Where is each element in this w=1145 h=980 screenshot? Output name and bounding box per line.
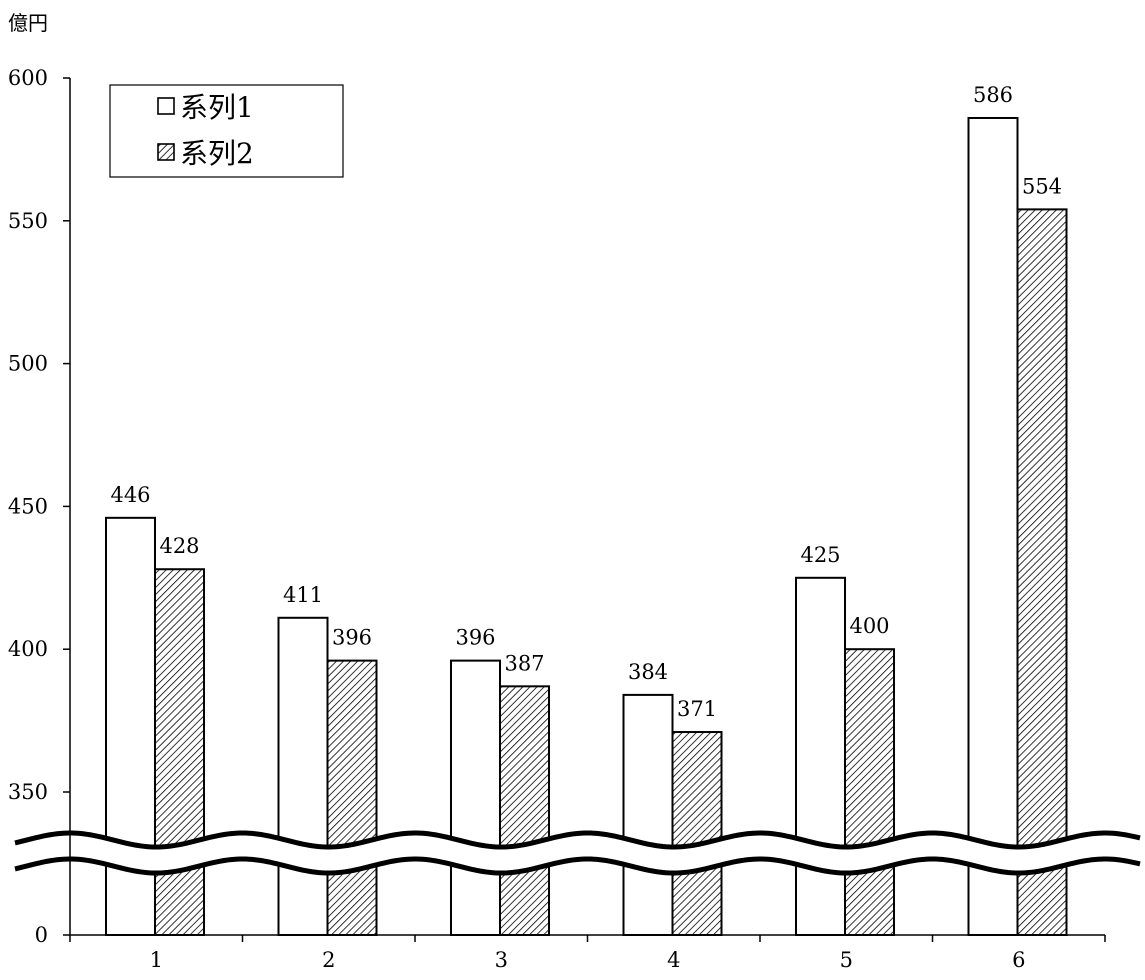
y-axis-unit-label: 億円 <box>8 11 48 35</box>
data-label-s1-2: 411 <box>283 583 323 607</box>
bar-s2-3 <box>499 685 550 936</box>
data-label-s1-3: 396 <box>455 626 495 650</box>
bar-s1-2 <box>277 616 329 936</box>
axis-break-marker <box>14 830 1142 876</box>
y-tick-label-350: 350 <box>8 780 48 804</box>
bar-s2-1 <box>154 568 205 936</box>
data-label-s2-2: 396 <box>332 626 372 650</box>
data-label-s2-6: 554 <box>1022 174 1062 198</box>
legend: 系列1 系列2 <box>109 84 344 178</box>
y-tick-label-550: 550 <box>8 209 48 233</box>
legend-swatch-series-1 <box>157 97 175 115</box>
bars-layer <box>105 116 1068 937</box>
data-label-s2-1: 428 <box>159 534 199 558</box>
x-tick-label-3: 3 <box>495 948 508 972</box>
data-label-s1-5: 425 <box>800 543 840 567</box>
y-tick-label-600: 600 <box>8 66 48 90</box>
bar-s2-6 <box>1016 208 1068 937</box>
bar-s2-2 <box>326 659 378 937</box>
data-label-s2-3: 387 <box>504 651 544 675</box>
legend-label-series-2: 系列2 <box>180 137 254 170</box>
x-tick-label-4: 4 <box>667 948 680 972</box>
axes-layer <box>63 77 1106 942</box>
data-label-s1-1: 446 <box>110 483 150 507</box>
legend-swatch-series-2 <box>157 143 175 161</box>
y-tick-label-0: 0 <box>35 923 48 947</box>
bar-s2-5 <box>844 648 895 936</box>
x-tick-label-2: 2 <box>322 948 335 972</box>
data-label-s2-4: 371 <box>677 697 717 721</box>
bar-s1-4 <box>622 693 674 936</box>
labels-layer: 446 428 1 411 396 2 396 387 3 384 371 4 425 400 5 586 55… <box>8 66 1062 972</box>
bar-s2-4 <box>671 731 723 936</box>
x-tick-label-6: 6 <box>1012 948 1025 972</box>
bar-s1-3 <box>450 659 501 937</box>
x-tick-label-5: 5 <box>840 948 853 972</box>
bar-s1-5 <box>795 576 846 936</box>
data-label-s1-4: 384 <box>628 660 668 684</box>
legend-label-series-1: 系列1 <box>180 91 254 124</box>
y-tick-label-500: 500 <box>8 352 48 376</box>
data-label-s1-6: 586 <box>973 83 1013 107</box>
legend-box <box>109 84 344 178</box>
bar-s1-6 <box>967 116 1019 936</box>
break-line-lower <box>14 856 1141 876</box>
y-tick-label-450: 450 <box>8 494 48 518</box>
break-line-upper <box>14 830 1141 850</box>
y-tick-label-400: 400 <box>8 637 48 661</box>
data-label-s2-5: 400 <box>849 614 889 638</box>
x-tick-label-1: 1 <box>150 948 163 972</box>
